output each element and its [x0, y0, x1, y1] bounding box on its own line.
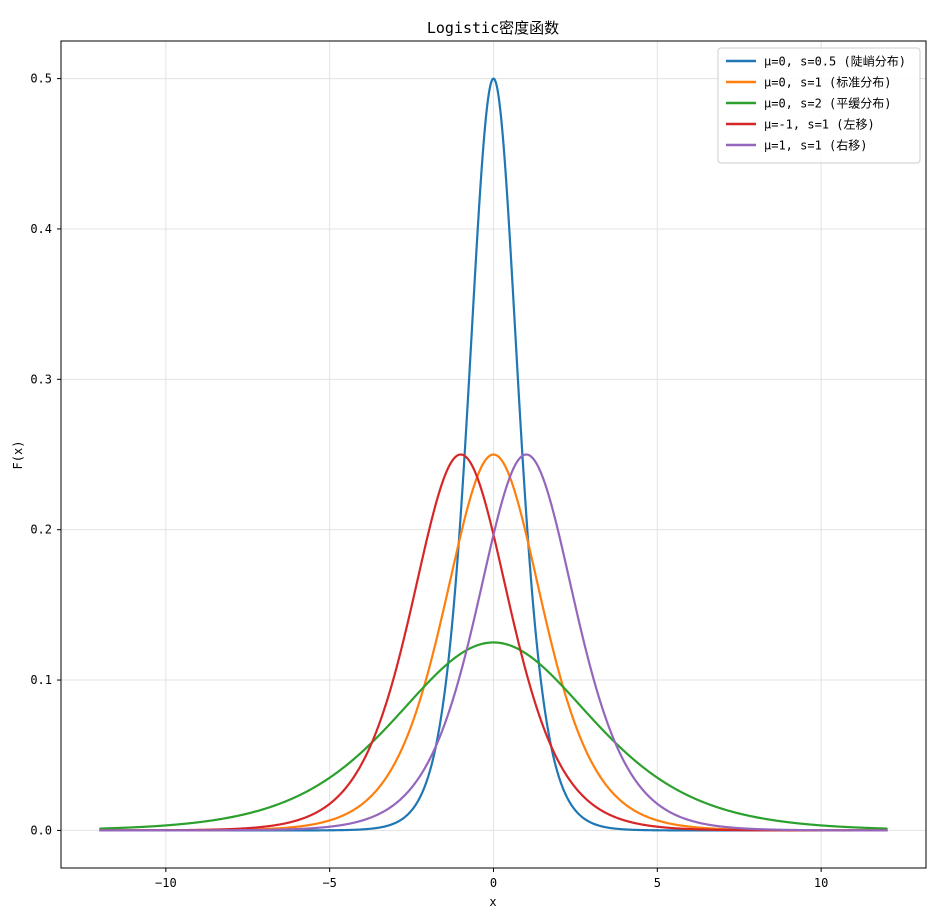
series-line-4: [99, 453, 888, 832]
y-tick-label: 0.1: [30, 673, 52, 687]
y-tick-label: 0.2: [30, 523, 52, 537]
legend-label-0: μ=0, s=0.5 (陡峭分布): [764, 55, 906, 69]
legend-label-4: μ=1, s=1 (右移): [764, 138, 867, 153]
axis-ticks: −10 −5 0 5 10 0.0 0.1 0.2 0.3 0.4 0.5: [30, 72, 828, 890]
legend-label-3: μ=-1, s=1 (左移): [764, 117, 875, 132]
x-tick-label: −5: [322, 876, 336, 890]
x-tick-label: 5: [654, 876, 661, 890]
y-tick-label: 0.4: [30, 222, 52, 236]
x-tick-label: 0: [490, 876, 497, 890]
legend-label-2: μ=0, s=2 (平缓分布): [764, 97, 891, 111]
y-tick-label: 0.5: [30, 72, 52, 86]
chart-title: Logistic密度函数: [427, 19, 559, 37]
legend: μ=0, s=0.5 (陡峭分布) μ=0, s=1 (标准分布) μ=0, s=2…: [717, 47, 921, 164]
x-axis-label: x: [489, 895, 496, 909]
y-tick-label: 0.3: [30, 372, 52, 386]
series-lines: [99, 77, 888, 832]
x-tick-label: 10: [814, 876, 828, 890]
x-tick-label: −10: [155, 876, 177, 890]
legend-box: [717, 47, 921, 164]
y-axis-label: F(x): [11, 441, 25, 470]
y-tick-label: 0.0: [30, 823, 52, 837]
legend-label-1: μ=0, s=1 (标准分布): [764, 76, 891, 90]
series-line-2: [99, 641, 888, 830]
